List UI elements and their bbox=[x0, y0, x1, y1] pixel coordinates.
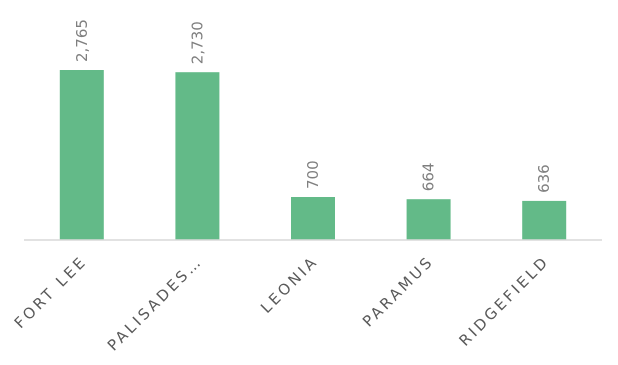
category-label-5: RIDGEFIELD bbox=[455, 252, 553, 350]
bar-2 bbox=[175, 72, 220, 240]
category-label-1: FORT LEE bbox=[11, 252, 91, 332]
value-labels-group: 2,765 2,730 700 664 636 bbox=[73, 19, 553, 193]
value-label-3: 700 bbox=[304, 160, 322, 189]
bar-5 bbox=[522, 200, 567, 240]
bar-3 bbox=[291, 197, 335, 240]
value-label-1: 2,765 bbox=[73, 19, 91, 62]
bars-group bbox=[59, 70, 567, 240]
value-label-2: 2,730 bbox=[188, 21, 206, 64]
category-label-3: LEONIA bbox=[257, 252, 322, 317]
value-label-4: 664 bbox=[420, 163, 438, 192]
category-labels-group: FORT LEE PALISADES… LEONIA PARAMUS RIDGEFIEL… bbox=[11, 252, 553, 354]
bar-4 bbox=[406, 199, 451, 240]
bar-1 bbox=[59, 70, 104, 240]
category-label-4: PARAMUS bbox=[359, 252, 437, 330]
category-label-2: PALISADES… bbox=[104, 252, 206, 354]
value-label-5: 636 bbox=[535, 164, 553, 193]
